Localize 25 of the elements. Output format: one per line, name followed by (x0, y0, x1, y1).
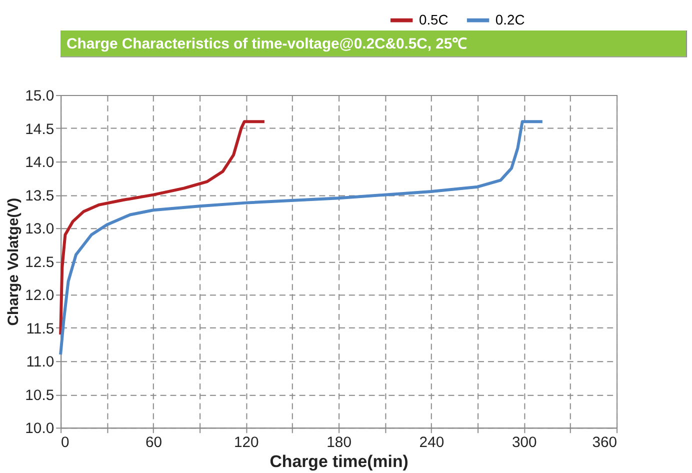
chart-title: Charge Characteristics of time-voltage@0.2C&0.5C, 25℃ (66, 36, 468, 52)
x-tick-label: 240 (419, 434, 444, 451)
x-tick-label: 0 (61, 434, 70, 451)
x-tick-label: 120 (234, 434, 259, 451)
y-tick-label: 14.5 (25, 122, 54, 138)
y-tick-label: 10.5 (25, 388, 54, 404)
y-tick-label: 14.0 (25, 155, 54, 172)
legend-label: 0.2C (495, 11, 525, 28)
x-tick-label: 300 (512, 434, 537, 451)
y-tick-label: 11.5 (26, 321, 54, 338)
x-tick-label: 180 (326, 434, 352, 451)
y-tick-label: 10.0 (25, 421, 54, 438)
x-tick-label: 360 (592, 434, 618, 451)
legend-label: 0.5C (418, 11, 448, 28)
y-axis-title: Charge Volatge(V) (6, 198, 22, 326)
y-tick-label: 11.0 (26, 354, 54, 371)
y-tick-label: 12.0 (25, 288, 54, 304)
line-series (59, 120, 266, 336)
y-tick-label: 13.0 (25, 222, 54, 238)
y-tick-label: 13.5 (25, 188, 54, 204)
y-tick-label: 12.5 (25, 254, 54, 271)
x-tick-label: 60 (145, 434, 162, 451)
x-axis-title: Charge time(min) (270, 452, 408, 471)
line-series (59, 120, 544, 356)
y-tick-label: 15.0 (25, 88, 54, 104)
